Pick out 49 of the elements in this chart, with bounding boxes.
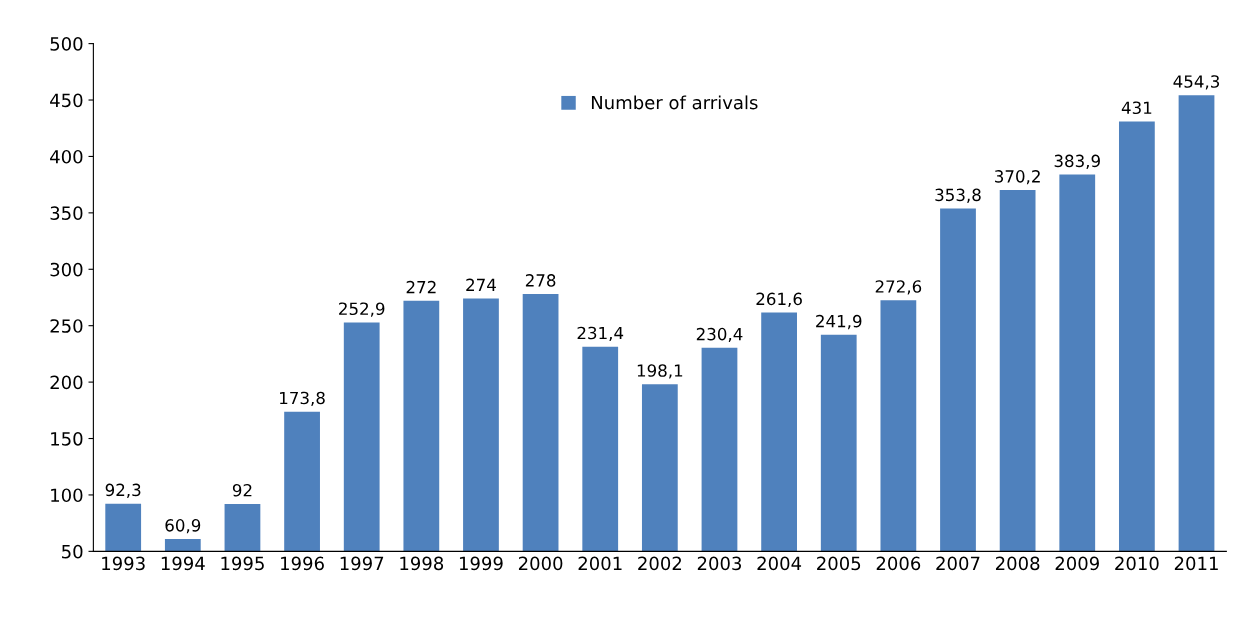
data-label: 261,6 [756,292,802,307]
data-label: 272,6 [875,280,922,295]
legend-label: Number of arrivals [591,95,758,110]
x-tick-label: 2001 [578,556,622,571]
data-label: 370,2 [995,170,1040,185]
data-label: 198,1 [637,364,683,379]
x-tick-label: 2008 [995,556,1040,571]
x-tick-label: 1996 [281,556,324,571]
x-tick-label: 1994 [161,556,205,571]
x-tick-label: 2006 [876,556,921,571]
data-label: 241,9 [816,314,862,330]
x-tick-label: 2000 [518,556,563,571]
x-tick-label: 1999 [459,556,503,571]
x-tick-label: 2010 [1115,556,1159,571]
data-label: 454,3 [1173,75,1220,90]
data-label: 60,9 [165,519,201,534]
data-label: 431 [1121,101,1152,115]
y-tick-label: 200 [50,375,83,390]
data-label: 353,8 [935,188,981,203]
y-tick-label: 450 [50,93,83,108]
data-label: 92,3 [105,483,141,498]
data-label: 383,9 [1054,154,1100,169]
x-tick-label: 1998 [400,556,444,571]
data-label: 274 [466,278,496,291]
data-label: 252,9 [339,302,385,317]
y-tick-label: 400 [50,149,83,164]
y-tick-label: 500 [50,37,83,51]
data-label: 278 [525,274,556,287]
x-tick-label: 1995 [221,556,264,571]
x-tick-label: 1993 [102,556,145,571]
data-label: 272 [406,280,436,294]
x-tick-label: 2005 [817,556,861,571]
data-label: 231,4 [577,326,624,341]
y-tick-label: 50 [62,544,83,559]
y-tick-label: 100 [51,488,83,503]
data-label: 92 [232,483,252,497]
x-tick-label: 1997 [340,556,384,571]
y-tick-label: 350 [50,206,83,220]
x-tick-label: 2011 [1174,556,1218,571]
x-tick-label: 2009 [1055,556,1099,571]
y-tick-label: 150 [51,431,83,446]
y-tick-label: 300 [50,262,83,277]
y-tick-label: 250 [50,319,83,333]
x-tick-label: 2002 [638,556,682,571]
x-tick-label: 2003 [697,556,742,571]
data-label: 173,8 [280,391,325,406]
x-tick-label: 2007 [936,556,980,571]
x-tick-label: 2004 [757,556,802,571]
data-label: 230,4 [696,327,743,343]
